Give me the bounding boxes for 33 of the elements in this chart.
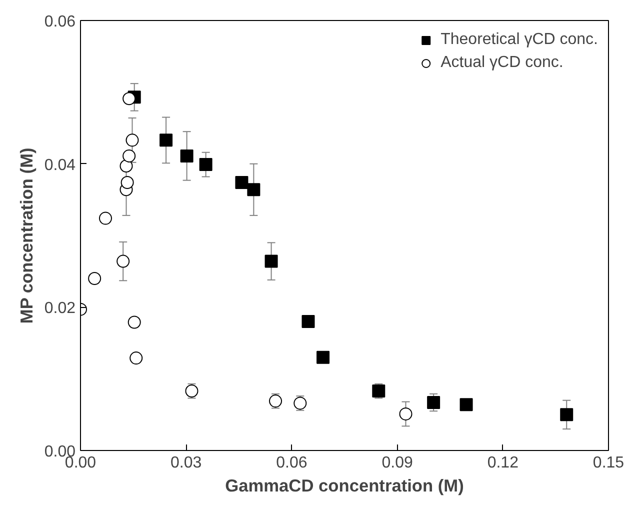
x-axis-title: GammaCD concentration (M) (225, 476, 464, 496)
point (128, 316, 141, 329)
point (264, 254, 278, 268)
point (120, 176, 134, 189)
point (180, 149, 194, 162)
legend-label: Theoretical γCD conc. (440, 31, 598, 49)
y-axis-title: MP concentration (M) (16, 148, 36, 324)
x-tick-label: 0.06 (276, 454, 308, 472)
x-tick-label: 0.09 (382, 454, 413, 472)
point (399, 407, 412, 420)
point (116, 254, 130, 268)
point (247, 183, 260, 196)
point (120, 159, 133, 172)
y-tick-label: 0.02 (44, 300, 76, 318)
legend-label: Actual γCD conc. (440, 54, 564, 72)
x-tick-label: 0.03 (170, 454, 202, 472)
point (302, 315, 315, 328)
point (316, 350, 330, 364)
point (560, 408, 574, 422)
point (460, 398, 473, 412)
point (269, 394, 282, 408)
point (235, 176, 248, 189)
y-tick-label: 0.04 (44, 156, 76, 174)
point (98, 212, 112, 225)
x-tick-label: 0.12 (487, 454, 519, 472)
y-tick-label: 0.06 (44, 14, 76, 30)
point (160, 134, 173, 147)
point (122, 92, 136, 106)
point (126, 134, 139, 147)
point (88, 272, 102, 285)
x-tick-label: 0.15 (592, 454, 624, 472)
point (199, 158, 212, 172)
point (427, 396, 440, 409)
